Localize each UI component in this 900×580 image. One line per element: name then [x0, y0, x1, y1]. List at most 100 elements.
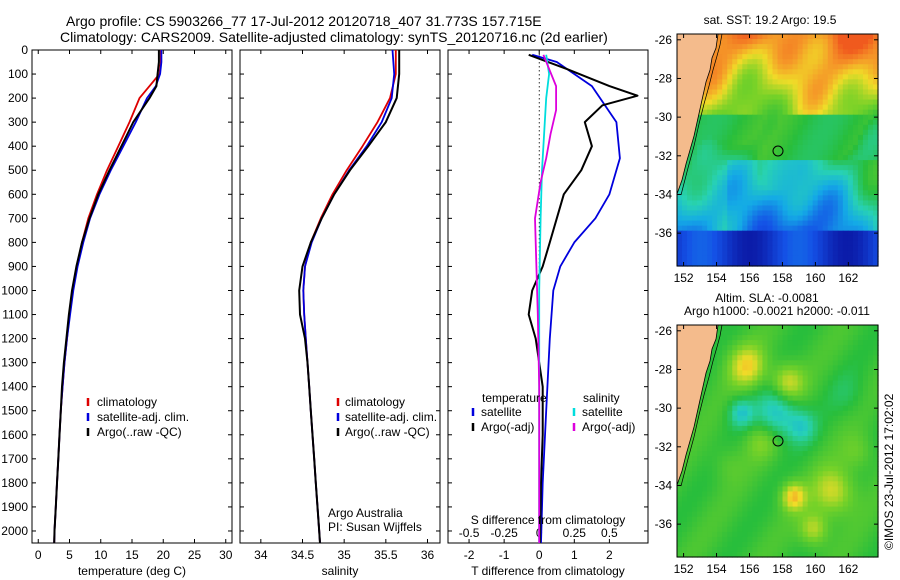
map-cell: [742, 461, 748, 467]
map-cell: [787, 150, 794, 156]
map-cell: [692, 180, 698, 186]
map-cell: [867, 44, 874, 50]
map-cell: [692, 546, 698, 553]
map-cell: [717, 335, 723, 341]
map-cell: [867, 134, 874, 141]
map-cell: [772, 546, 779, 553]
map-cell: [762, 546, 769, 553]
map-cell: [787, 345, 794, 351]
map-cell: [842, 49, 849, 55]
map-cell: [737, 521, 743, 528]
map-cell: [712, 180, 718, 186]
map-cell: [687, 150, 693, 156]
map-cell: [772, 466, 779, 472]
map-cell: [717, 506, 723, 513]
map-cell: [797, 536, 804, 543]
map-cell: [852, 235, 859, 242]
map-cell: [742, 114, 748, 121]
map-cell: [817, 155, 824, 161]
map-cell: [812, 255, 819, 262]
map-cell: [802, 370, 809, 377]
map-cell: [822, 370, 829, 377]
map-cell: [772, 99, 779, 106]
map-cell: [772, 49, 779, 55]
map-cell: [867, 190, 874, 196]
map-cell: [847, 160, 854, 166]
map-cell: [677, 486, 683, 493]
map-cell: [707, 150, 713, 156]
map-cell: [842, 340, 849, 346]
map-cell: [772, 190, 779, 196]
map-cell: [722, 230, 728, 237]
map-cell: [852, 69, 859, 75]
map-cell: [762, 375, 769, 382]
map-cell: [807, 355, 814, 361]
map-cell: [682, 195, 688, 202]
map-cell: [777, 69, 784, 75]
map-cell: [802, 551, 809, 558]
map-cell: [722, 74, 728, 80]
map-cell: [727, 466, 733, 472]
legend-satellite: satellite-adj. clim.: [345, 410, 437, 424]
map-cell: [852, 390, 859, 397]
map-cell: [827, 39, 834, 45]
difference-lines: [527, 53, 639, 544]
map-cell: [722, 521, 728, 528]
map-cell: [767, 165, 774, 171]
map-cell: [707, 390, 713, 397]
map-cell: [702, 104, 708, 111]
map-cell: [797, 245, 804, 252]
map-cell: [722, 180, 728, 186]
map-cell: [827, 235, 834, 242]
map-cell: [857, 410, 864, 417]
map-cell: [857, 506, 864, 513]
map-cell: [807, 129, 814, 136]
map-cell: [787, 516, 794, 523]
map-cell: [822, 430, 829, 437]
map-cell: [822, 446, 829, 452]
map-cell: [842, 551, 849, 558]
map-cell: [707, 441, 713, 447]
map-cell: [847, 205, 854, 212]
map-cell: [707, 129, 713, 136]
map-cell: [852, 526, 859, 533]
map-cell: [737, 165, 743, 171]
map-cell: [872, 44, 879, 50]
map-cell: [737, 410, 743, 417]
map-cell: [742, 390, 748, 397]
map-cell: [867, 74, 874, 80]
map-cell: [787, 446, 794, 452]
map-cell: [722, 44, 728, 50]
map-cell: [797, 340, 804, 346]
map-cell: [812, 99, 819, 106]
map-cell: [752, 220, 759, 227]
map-cell: [822, 165, 829, 171]
map-cell: [862, 380, 869, 387]
map-cell: [747, 370, 753, 377]
map-cell: [872, 516, 879, 523]
map-cell: [872, 360, 879, 366]
series-argo-raw-qc-: [298, 50, 401, 544]
map-cell: [797, 471, 804, 477]
map-cell: [702, 395, 708, 402]
map-cell: [717, 521, 723, 528]
map-cell: [797, 54, 804, 60]
map-cell: [752, 170, 759, 176]
map-cell: [872, 225, 879, 232]
map-cell: [717, 94, 723, 101]
map-y-tick-label: -30: [655, 401, 673, 415]
map-cell: [872, 400, 879, 407]
map-cell: [832, 190, 839, 196]
map-cell: [737, 205, 743, 212]
map-cell: [847, 350, 854, 356]
map-cell: [717, 235, 723, 242]
map-cell: [767, 481, 774, 487]
map-cell: [707, 365, 713, 371]
map-cell: [702, 114, 708, 121]
map-cell: [742, 420, 748, 427]
map-cell: [867, 109, 874, 116]
map-cell: [867, 551, 874, 558]
map-cell: [862, 355, 869, 361]
map-cell: [787, 420, 794, 427]
map-cell: [782, 375, 789, 382]
